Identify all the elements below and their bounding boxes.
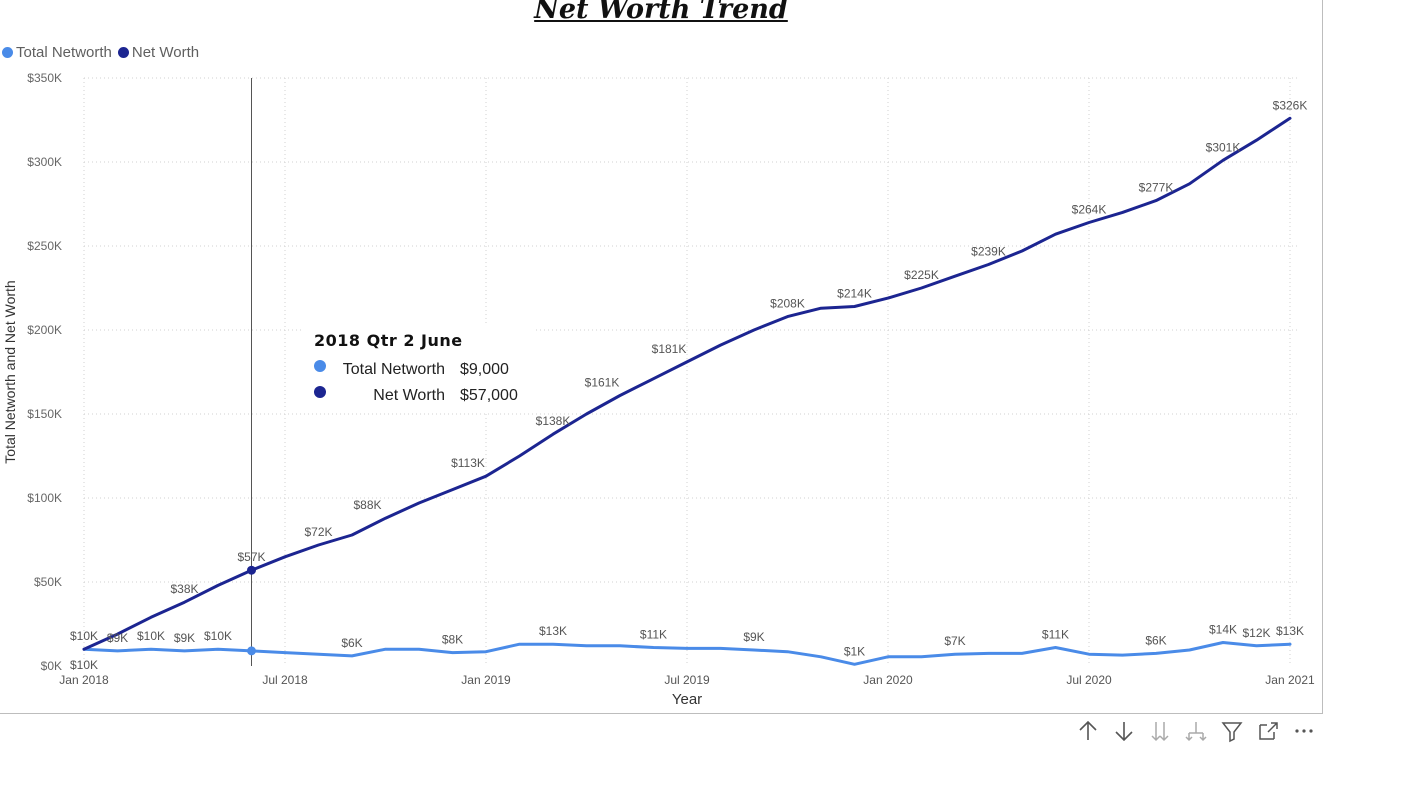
net-worth-data-label: $208K [770, 297, 805, 311]
net-worth-data-label: $214K [837, 286, 872, 300]
y-axis-title: Total Networth and Net Worth [2, 280, 18, 463]
legend-item-total-networth[interactable]: Total Networth [2, 44, 112, 61]
y-tick-label: $200K [27, 323, 62, 337]
x-tick-label: Jul 2020 [1066, 673, 1112, 687]
net-worth-data-label: $88K [353, 498, 381, 512]
tooltip-background [304, 323, 536, 413]
total-networth-data-label: $9K [174, 631, 195, 645]
gridlines [83, 77, 1298, 666]
x-axis-title: Year [672, 691, 702, 708]
x-tick-label: Jul 2019 [664, 673, 710, 687]
net-worth-data-label: $57K [237, 550, 265, 564]
focus-mode-icon[interactable] [1256, 718, 1280, 744]
total-networth-data-label: $6K [341, 636, 362, 650]
chart-legend: Total Networth Net Worth [2, 44, 199, 61]
net-worth-data-label: $181K [652, 342, 687, 356]
tooltip-marker-net-worth [314, 386, 326, 398]
filter-icon[interactable] [1220, 718, 1244, 744]
net-worth-data-label: $277K [1139, 181, 1174, 195]
net-worth-data-label: $326K [1273, 98, 1308, 112]
double-arrow-down-icon[interactable] [1148, 718, 1172, 744]
chart-title: Net Worth Trend [534, 0, 788, 25]
total-networth-data-label: $13K [1276, 624, 1304, 638]
total-networth-data-label: $10K [137, 629, 165, 643]
net-worth-data-label: $161K [585, 376, 620, 390]
arrow-down-icon[interactable] [1112, 718, 1136, 744]
net-worth-data-label: $38K [170, 582, 198, 596]
visual-header-toolbar [1076, 718, 1316, 744]
net-worth-line [82, 116, 1292, 651]
net-worth-data-label: $264K [1072, 202, 1107, 216]
y-axis: $0K $50K $100K $150K $200K $250K $300K $350K [27, 71, 62, 673]
series [82, 116, 1292, 666]
x-tick-label: Jan 2019 [461, 673, 511, 687]
tooltip-marker-total-networth [314, 360, 326, 372]
net-worth-data-label: $225K [904, 268, 939, 282]
visual-container: Net Worth Trend Total Networth Net Worth… [0, 0, 1323, 714]
line-chart[interactable]: $0K $50K $100K $150K $200K $250K $300K $350K Ja… [0, 0, 1322, 713]
tooltip-label-total-networth: Total Networth [343, 361, 445, 378]
tooltip-value-total-networth: $9,000 [460, 361, 509, 378]
y-tick-label: $250K [27, 239, 62, 253]
x-tick-label: Jan 2021 [1265, 673, 1315, 687]
legend-label-total-networth: Total Networth [16, 44, 112, 61]
more-options-icon[interactable] [1292, 718, 1316, 744]
arrow-up-icon[interactable] [1076, 718, 1100, 744]
y-tick-label: $300K [27, 155, 62, 169]
y-tick-label: $0K [41, 659, 62, 673]
total-networth-line [82, 641, 1292, 666]
hover-tooltip: 2018 Qtr 2 June Total Networth $9,000 Ne… [304, 323, 536, 413]
x-tick-label: Jan 2018 [59, 673, 109, 687]
net-worth-data-label: $138K [536, 414, 571, 428]
net-worth-data-label: $113K [451, 456, 485, 470]
total-networth-data-label: $12K [1242, 626, 1270, 640]
legend-item-net-worth[interactable]: Net Worth [117, 44, 200, 61]
total-networth-data-label: $7K [944, 634, 965, 648]
total-networth-data-label: $9K [107, 631, 128, 645]
total-networth-data-label: $8K [442, 633, 463, 647]
net-worth-data-label: $301K [1206, 140, 1241, 154]
total-networth-hover-point [247, 646, 256, 656]
y-tick-label: $100K [27, 491, 62, 505]
legend-marker-net-worth [117, 47, 129, 58]
tooltip-header: 2018 Qtr 2 June [314, 331, 463, 350]
legend-label-net-worth: Net Worth [131, 44, 200, 61]
net-worth-data-label: $239K [971, 244, 1006, 258]
data-labels: $10K $9K $10K $9K $10K $6K $8K $13K $11K $9K $1K $7… [70, 98, 1307, 672]
net-worth-data-label: $10K [70, 658, 98, 672]
y-tick-label: $50K [34, 575, 62, 589]
tooltip-label-net-worth: Net Worth [373, 387, 445, 404]
x-tick-label: Jan 2020 [863, 673, 913, 687]
total-networth-data-label: $14K [1209, 622, 1237, 636]
total-networth-data-label: $6K [1145, 633, 1166, 647]
total-networth-data-label: $10K [204, 629, 232, 643]
y-tick-label: $350K [27, 71, 62, 85]
y-tick-label: $150K [27, 407, 62, 421]
x-tick-label: Jul 2018 [262, 673, 308, 687]
total-networth-data-label: $13K [539, 624, 567, 638]
total-networth-data-label: $9K [743, 630, 764, 644]
legend-marker-total-networth [2, 47, 13, 58]
x-axis: Jan 2018 Jul 2018 Jan 2019 Jul 2019 Jan 2020… [59, 673, 1315, 687]
net-worth-data-label: $72K [304, 525, 332, 539]
total-networth-data-label: $11K [640, 628, 667, 642]
net-worth-hover-point [247, 565, 256, 575]
tooltip-value-net-worth: $57,000 [460, 387, 518, 404]
total-networth-data-label: $11K [1042, 628, 1069, 642]
total-networth-data-label: $10K [70, 629, 98, 643]
total-networth-data-label: $1K [844, 644, 865, 658]
expand-hierarchy-icon[interactable] [1184, 718, 1208, 744]
